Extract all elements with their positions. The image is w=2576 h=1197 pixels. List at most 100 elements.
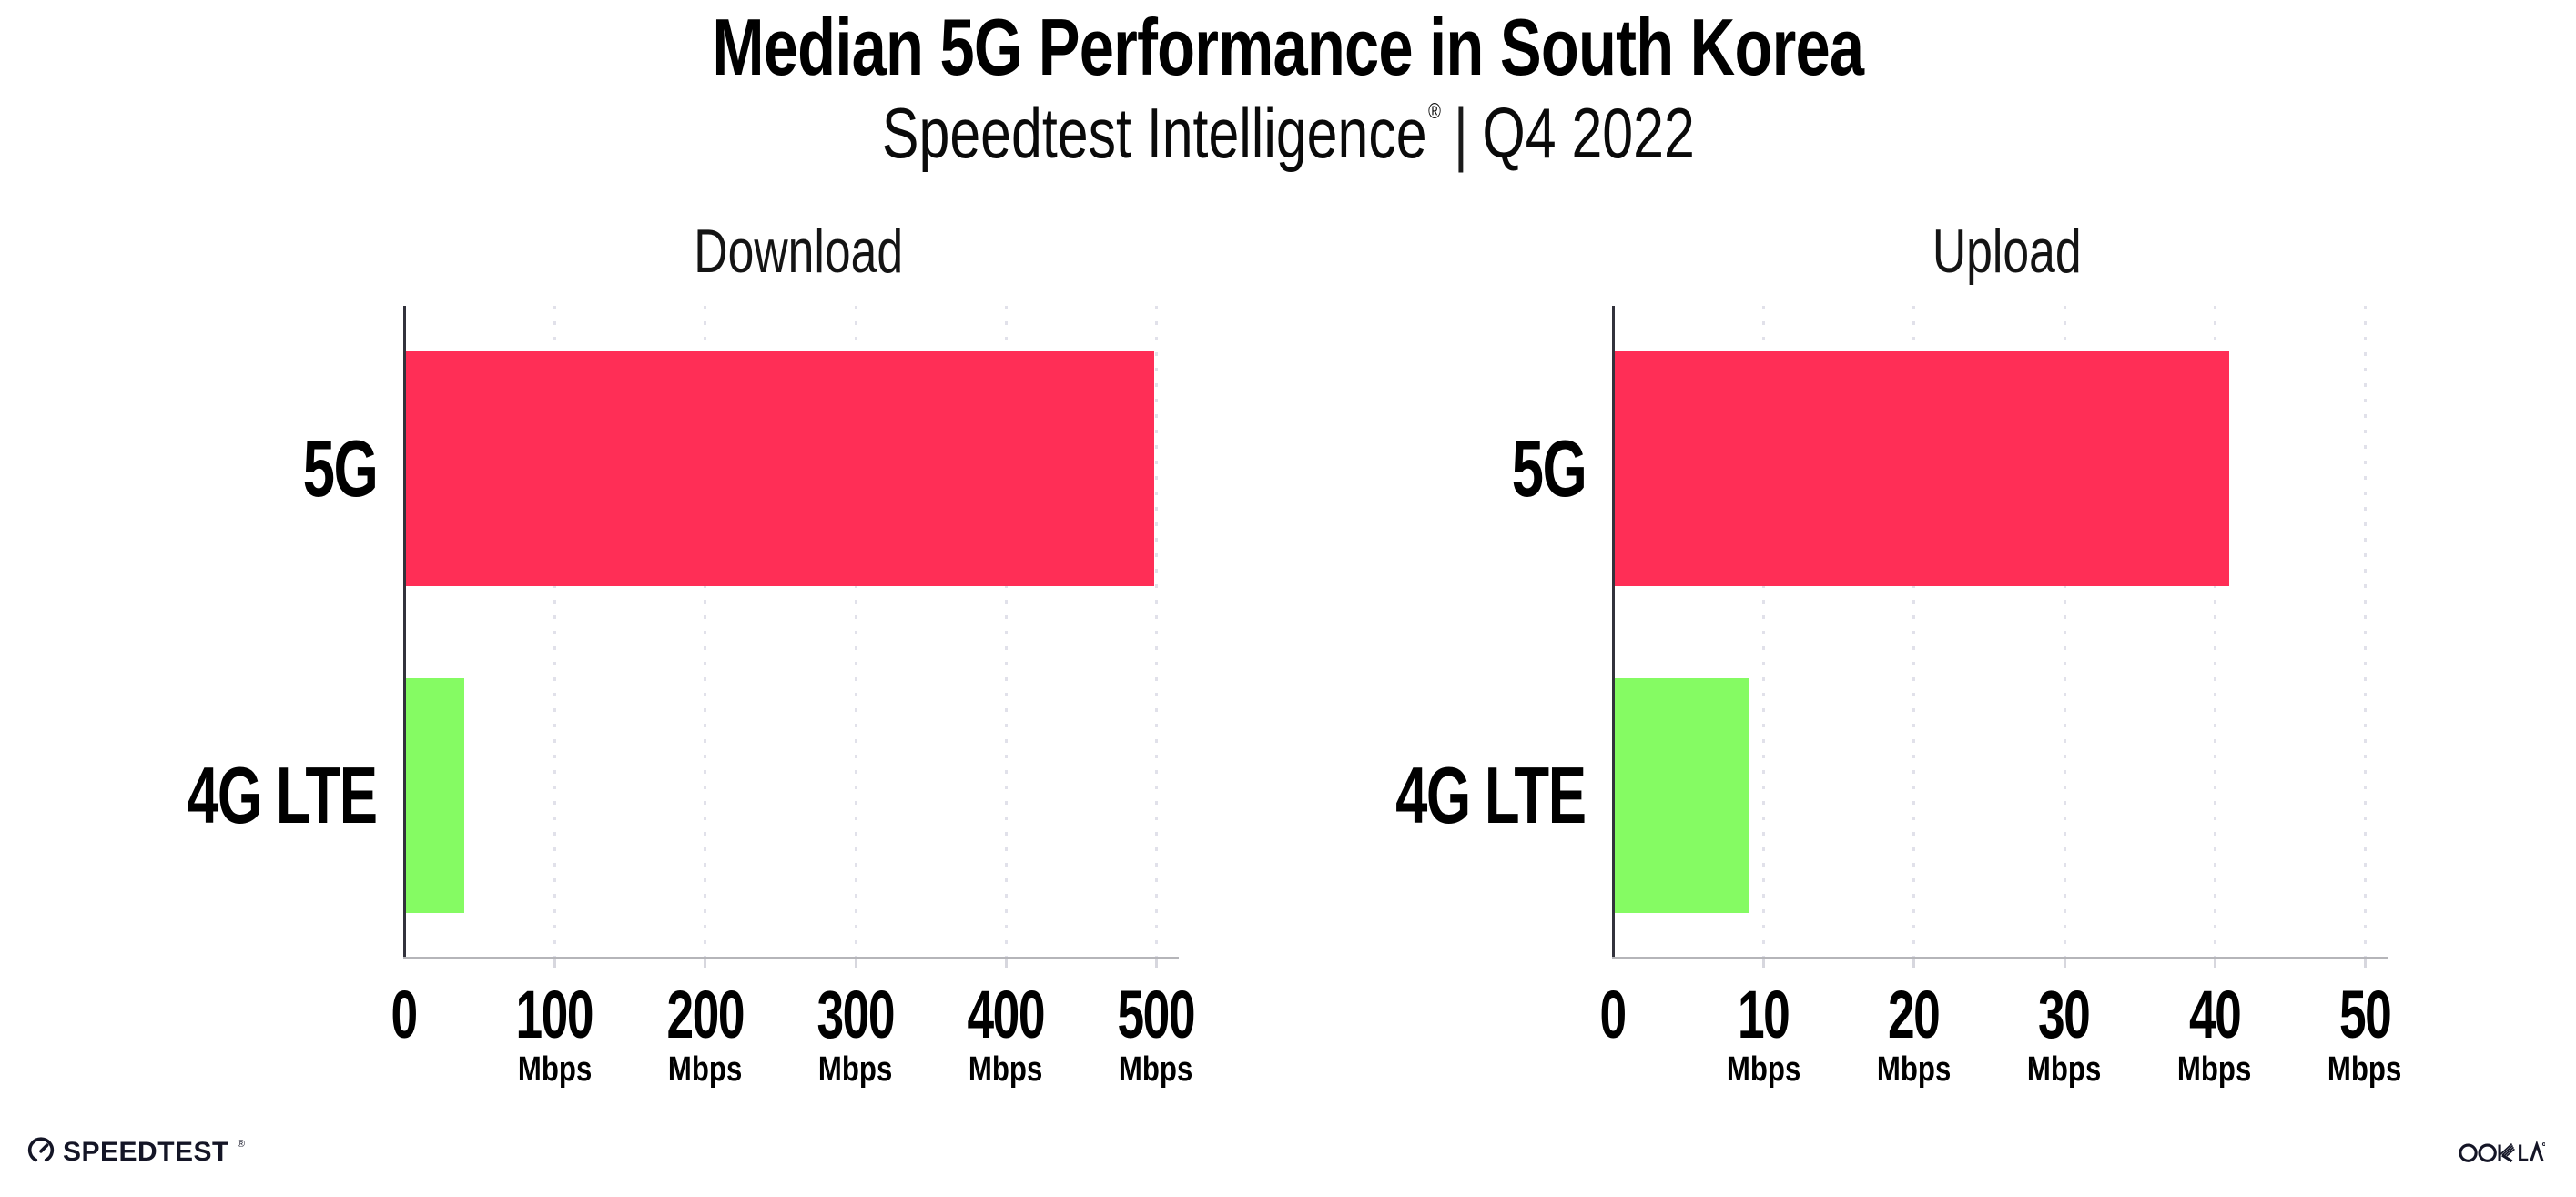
tick-unit-upload-50: Mbps <box>2265 1050 2465 1089</box>
tick-label-upload-30: 30 Mbps <box>1964 981 2165 1090</box>
bar-5g-upload <box>1615 351 2230 586</box>
category-label-5g-upload: 5G <box>1185 423 1587 514</box>
tick-unit-text-download-300: Mbps <box>817 1050 893 1089</box>
tick-label-download-500: 500 Mbps <box>1056 981 1256 1090</box>
axis-tick-upload-50 <box>2364 959 2367 968</box>
tick-unit-text-upload-20: Mbps <box>1876 1050 1952 1089</box>
tick-value-text-download-0: 0 <box>390 977 419 1052</box>
tick-label-download-100: 100 Mbps <box>454 981 654 1090</box>
gridline-download-300 <box>854 306 857 957</box>
tick-value-download-500: 500 <box>1056 981 1256 1049</box>
tick-value-download-200: 200 <box>604 981 805 1049</box>
tick-unit-upload-30: Mbps <box>1964 1050 2165 1089</box>
subtitle-brand: Speedtest Intelligence <box>881 93 1427 173</box>
tick-unit-download-200: Mbps <box>604 1050 805 1089</box>
tick-label-upload-40: 40 Mbps <box>2115 981 2315 1090</box>
tick-unit-text-download-400: Mbps <box>969 1050 1043 1089</box>
tick-unit-upload-40: Mbps <box>2115 1050 2315 1089</box>
tick-value-upload-10: 10 <box>1663 981 1863 1049</box>
page-subtitle: Speedtest Intelligence® | Q4 2022 <box>0 96 2576 171</box>
tick-value-upload-30: 30 <box>1964 981 2165 1049</box>
axis-tick-download-500 <box>1155 959 1158 968</box>
page-title: Median 5G Performance in South Korea <box>0 5 2576 89</box>
bar-4g-lte-upload <box>1615 678 1749 913</box>
category-label-text-5g-download: 5G <box>302 423 378 513</box>
registered-trademark-mark: ® <box>1427 99 1441 124</box>
gridline-upload-30 <box>2063 306 2066 957</box>
tick-label-download-200: 200 Mbps <box>604 981 805 1090</box>
tick-value-text-download-100: 100 <box>515 977 594 1052</box>
tick-label-upload-10: 10 Mbps <box>1663 981 1863 1090</box>
x-axis-upload <box>1612 957 2388 959</box>
tick-label-download-300: 300 Mbps <box>756 981 956 1090</box>
subtitle-period: Q4 2022 <box>1482 93 1695 173</box>
axis-tick-download-400 <box>1004 959 1008 968</box>
tick-value-upload-40: 40 <box>2115 981 2315 1049</box>
axis-tick-upload-40 <box>2213 959 2216 968</box>
category-label-4g-lte-upload: 4G LTE <box>1185 750 1587 841</box>
tick-unit-text-download-200: Mbps <box>667 1050 743 1089</box>
x-axis-download <box>403 957 1179 959</box>
bar-5g-download <box>406 351 1155 586</box>
tick-unit-upload-10: Mbps <box>1663 1050 1863 1089</box>
tick-value-upload-20: 20 <box>1813 981 2013 1049</box>
ookla-wordmark-icon <box>2459 1140 2545 1163</box>
tick-value-download-100: 100 <box>454 981 654 1049</box>
axis-tick-download-200 <box>704 959 707 968</box>
category-label-4g-lte-download: 4G LTE <box>0 750 379 841</box>
axis-tick-upload-20 <box>1912 959 1916 968</box>
tick-value-text-download-400: 400 <box>967 977 1046 1052</box>
tick-value-text-upload-0: 0 <box>1599 977 1628 1052</box>
tick-value-text-upload-50: 50 <box>2338 977 2392 1052</box>
chart-title-upload: Upload <box>1734 220 2280 282</box>
category-label-text-5g-upload: 5G <box>1511 423 1587 513</box>
tick-value-text-upload-30: 30 <box>2038 977 2091 1052</box>
tick-unit-upload-20: Mbps <box>1813 1050 2013 1089</box>
gridline-upload-10 <box>1762 306 1766 957</box>
gridline-upload-20 <box>1912 306 1916 957</box>
tick-label-download-0: 0 <box>304 981 504 1049</box>
axis-tick-download-100 <box>553 959 557 968</box>
category-label-5g-download: 5G <box>0 423 378 514</box>
tick-value-text-upload-40: 40 <box>2188 977 2242 1052</box>
y-axis-download <box>403 306 406 959</box>
tick-value-text-download-200: 200 <box>666 977 745 1052</box>
gridline-download-500 <box>1155 306 1158 957</box>
speedtest-wordmark: SPEEDTEST <box>63 1136 229 1167</box>
speedtest-gauge-icon <box>27 1136 55 1168</box>
bar-4g-lte-download <box>406 678 465 913</box>
tick-value-upload-0: 0 <box>1513 981 1713 1049</box>
tick-value-download-400: 400 <box>906 981 1106 1049</box>
tick-unit-download-500: Mbps <box>1056 1050 1256 1089</box>
chart-title-download: Download <box>525 220 1071 282</box>
speedtest-logo: SPEEDTEST ® <box>27 1136 245 1168</box>
tick-value-download-0: 0 <box>304 981 504 1049</box>
axis-tick-download-300 <box>854 959 857 968</box>
gridline-upload-50 <box>2364 306 2367 957</box>
tick-label-download-400: 400 Mbps <box>906 981 1106 1090</box>
chart-title-text-upload: Upload <box>1932 217 2082 286</box>
tick-label-upload-0: 0 <box>1513 981 1713 1049</box>
page-title-text: Median 5G Performance in South Korea <box>712 2 1865 92</box>
chart-title-text-download: Download <box>694 217 903 286</box>
tick-unit-text-upload-10: Mbps <box>1726 1050 1800 1089</box>
tick-unit-download-300: Mbps <box>756 1050 956 1089</box>
tick-value-upload-50: 50 <box>2265 981 2465 1049</box>
tick-label-upload-50: 50 Mbps <box>2265 981 2465 1090</box>
tick-unit-download-400: Mbps <box>906 1050 1106 1089</box>
category-label-text-4g-lte-upload: 4G LTE <box>1395 750 1587 840</box>
category-label-text-4g-lte-download: 4G LTE <box>187 750 379 840</box>
tick-value-text-download-500: 500 <box>1117 977 1196 1052</box>
tick-unit-text-upload-50: Mbps <box>2328 1050 2402 1089</box>
tick-value-text-upload-20: 20 <box>1888 977 1941 1052</box>
tick-label-upload-20: 20 Mbps <box>1813 981 2013 1090</box>
tick-unit-download-100: Mbps <box>454 1050 654 1089</box>
axis-tick-upload-10 <box>1762 959 1766 968</box>
subtitle-separator: | <box>1453 93 1468 173</box>
tick-unit-text-upload-40: Mbps <box>2177 1050 2252 1089</box>
gridline-download-200 <box>704 306 707 957</box>
ookla-logo <box>2458 1138 2545 1164</box>
tick-value-download-300: 300 <box>756 981 956 1049</box>
tick-value-text-download-300: 300 <box>816 977 895 1052</box>
